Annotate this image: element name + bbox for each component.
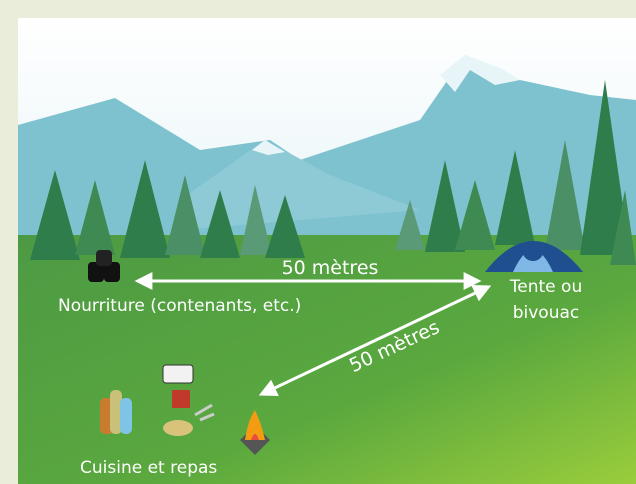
distance-label: 50 mètres (282, 257, 379, 279)
illustration: 50 mètres 50 mètres Nourriture (contenan… (0, 0, 636, 484)
place-label: Tente ou (509, 277, 582, 297)
place-label: bivouac (513, 303, 580, 323)
place-label: Nourriture (contenants, etc.) (58, 296, 301, 316)
page: {"distances": {"food_to_tent": "50 mètre… (0, 0, 636, 484)
place-label: Cuisine et repas (80, 458, 217, 478)
